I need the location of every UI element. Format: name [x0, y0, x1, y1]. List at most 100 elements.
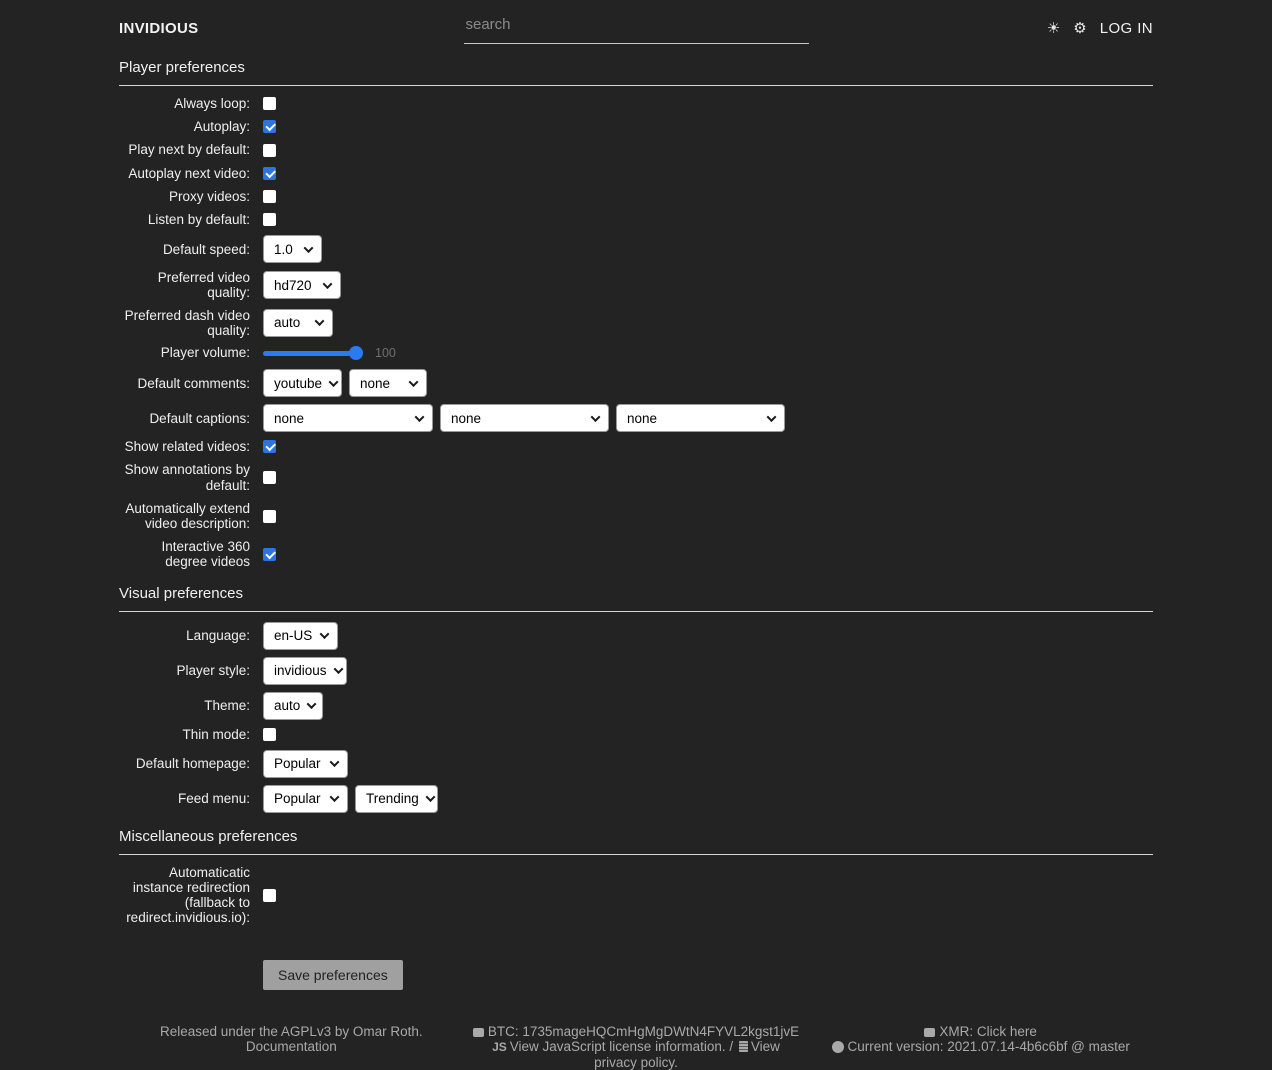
- xmr-link[interactable]: XMR: Click here: [939, 1023, 1037, 1039]
- gear-icon[interactable]: ⚙: [1073, 19, 1087, 37]
- auto-redirect-checkbox[interactable]: [263, 888, 276, 902]
- default-comments-row: Default comments: youtube none: [119, 369, 1153, 398]
- autoplay-next-row: Autoplay next video:: [119, 166, 1153, 181]
- chevron-down-icon: [306, 699, 317, 710]
- default-speed-row: Default speed: 1.0: [119, 235, 1153, 264]
- thin-mode-checkbox[interactable]: [263, 727, 276, 741]
- wallet-icon: [924, 1027, 936, 1037]
- autoplay-label: Autoplay:: [193, 119, 250, 135]
- listen-default-row: Listen by default:: [119, 212, 1153, 227]
- thin-mode-label: Thin mode:: [182, 726, 250, 742]
- feed-menu-select-1[interactable]: Popular: [263, 784, 348, 813]
- default-captions-select-3[interactable]: none: [616, 404, 785, 433]
- always-loop-row: Always loop:: [119, 96, 1153, 111]
- chevron-down-icon: [328, 376, 339, 387]
- separator: /: [729, 1038, 734, 1054]
- search-input[interactable]: [463, 12, 809, 44]
- sun-icon[interactable]: ☀: [1046, 19, 1061, 37]
- js-license-link[interactable]: View JavaScript license information.: [509, 1038, 726, 1054]
- vr360-checkbox[interactable]: [263, 547, 276, 561]
- theme-row: Theme: auto: [119, 691, 1153, 720]
- player-style-label: Player style:: [176, 663, 250, 679]
- navbar-right: ☀ ⚙ LOG IN: [809, 20, 1154, 37]
- feed-menu-select-2[interactable]: Trending: [355, 784, 438, 813]
- save-preferences-button[interactable]: Save preferences: [263, 959, 403, 990]
- player-volume-slider[interactable]: [263, 345, 363, 360]
- related-videos-row: Show related videos:: [119, 439, 1153, 454]
- chevron-down-icon: [333, 664, 343, 675]
- play-next-label: Play next by default:: [128, 142, 250, 158]
- slider-track: [263, 350, 361, 356]
- chevron-down-icon: [414, 411, 425, 422]
- proxy-videos-row: Proxy videos:: [119, 189, 1153, 204]
- xmr-line: XMR: Click here: [816, 1024, 1145, 1039]
- logo-text[interactable]: INVIDIOUS: [119, 19, 199, 37]
- autoplay-next-checkbox[interactable]: [263, 166, 276, 180]
- default-comments-select-2[interactable]: none: [349, 369, 427, 398]
- play-next-row: Play next by default:: [119, 142, 1153, 157]
- page-container: INVIDIOUS ☀ ⚙ LOG IN Player preferences …: [119, 0, 1153, 1070]
- default-captions-label: Default captions:: [149, 410, 250, 426]
- theme-label: Theme:: [204, 698, 250, 714]
- always-loop-checkbox[interactable]: [263, 97, 276, 111]
- default-homepage-select[interactable]: Popular: [263, 749, 348, 778]
- related-videos-checkbox[interactable]: [263, 440, 276, 454]
- default-captions-select-2[interactable]: none: [440, 404, 609, 433]
- license-text: Released under the AGPLv3 by Omar Roth.: [160, 1023, 423, 1039]
- video-quality-select[interactable]: hd720: [263, 271, 341, 300]
- chevron-down-icon: [425, 792, 436, 803]
- language-row: Language: en-US: [119, 621, 1153, 650]
- default-comments-select-1[interactable]: youtube: [263, 369, 342, 398]
- play-next-checkbox[interactable]: [263, 143, 276, 157]
- player-preferences-title: Player preferences: [119, 59, 1153, 86]
- chevron-down-icon: [303, 242, 314, 253]
- default-speed-label: Default speed:: [162, 241, 250, 257]
- annotations-row: Show annotations by default:: [119, 462, 1153, 493]
- chevron-down-icon: [314, 316, 325, 327]
- autoplay-row: Autoplay:: [119, 119, 1153, 134]
- search-form: [463, 12, 809, 44]
- default-captions-row: Default captions: none none none: [119, 404, 1153, 433]
- player-volume-value: 100: [375, 345, 396, 360]
- language-label: Language:: [186, 628, 250, 644]
- default-captions-select-1[interactable]: none: [263, 404, 433, 433]
- autoplay-next-label: Autoplay next video:: [128, 165, 250, 181]
- extend-description-label: Automatically extend video description:: [125, 500, 250, 532]
- language-select[interactable]: en-US: [263, 621, 338, 650]
- chevron-down-icon: [319, 629, 330, 640]
- chevron-down-icon: [408, 376, 419, 387]
- player-style-select[interactable]: invidious: [263, 656, 347, 685]
- login-link[interactable]: LOG IN: [1099, 19, 1153, 37]
- chevron-down-icon: [329, 792, 340, 803]
- visual-preferences-title: Visual preferences: [119, 585, 1153, 612]
- dash-quality-select[interactable]: auto: [263, 308, 333, 337]
- proxy-videos-checkbox[interactable]: [263, 189, 276, 203]
- footer-center: BTC: 1735mageHQCmHgMgDWtN4FYVL2kgst1jvE …: [464, 1024, 809, 1070]
- autoplay-checkbox[interactable]: [263, 120, 276, 134]
- javascript-icon: JS: [492, 1039, 507, 1054]
- auto-redirect-label: Automaticatic instance redirection (fall…: [126, 864, 250, 926]
- dash-quality-label: Preferred dash video quality:: [124, 307, 250, 338]
- version-line: Current version: 2021.07.14-4b6c6bf @ ma…: [816, 1039, 1145, 1054]
- chevron-down-icon: [590, 411, 601, 422]
- feed-menu-label: Feed menu:: [177, 791, 250, 807]
- wallet-icon: [472, 1027, 484, 1037]
- annotations-checkbox[interactable]: [263, 471, 276, 485]
- player-style-row: Player style: invidious: [119, 656, 1153, 685]
- chevron-down-icon: [322, 279, 333, 289]
- btc-address: BTC: 1735mageHQCmHgMgDWtN4FYVL2kgst1jvE: [487, 1023, 800, 1039]
- vr360-row: Interactive 360 degree videos: [119, 539, 1153, 569]
- default-speed-select[interactable]: 1.0: [263, 235, 322, 264]
- documentation-link[interactable]: Documentation: [245, 1038, 337, 1054]
- logo[interactable]: INVIDIOUS: [119, 20, 464, 37]
- version-text: Current version: 2021.07.14-4b6c6bf @ ma…: [847, 1038, 1130, 1054]
- theme-select[interactable]: auto: [263, 691, 323, 720]
- video-quality-row: Preferred video quality: hd720: [119, 270, 1153, 300]
- slider-thumb[interactable]: [349, 345, 363, 360]
- extend-description-checkbox[interactable]: [263, 509, 276, 523]
- document-icon: [738, 1040, 748, 1052]
- github-icon: [831, 1040, 844, 1053]
- default-homepage-label: Default homepage:: [135, 756, 250, 772]
- legal-line: JS View JavaScript license information. /…: [472, 1039, 801, 1070]
- listen-default-checkbox[interactable]: [263, 213, 276, 227]
